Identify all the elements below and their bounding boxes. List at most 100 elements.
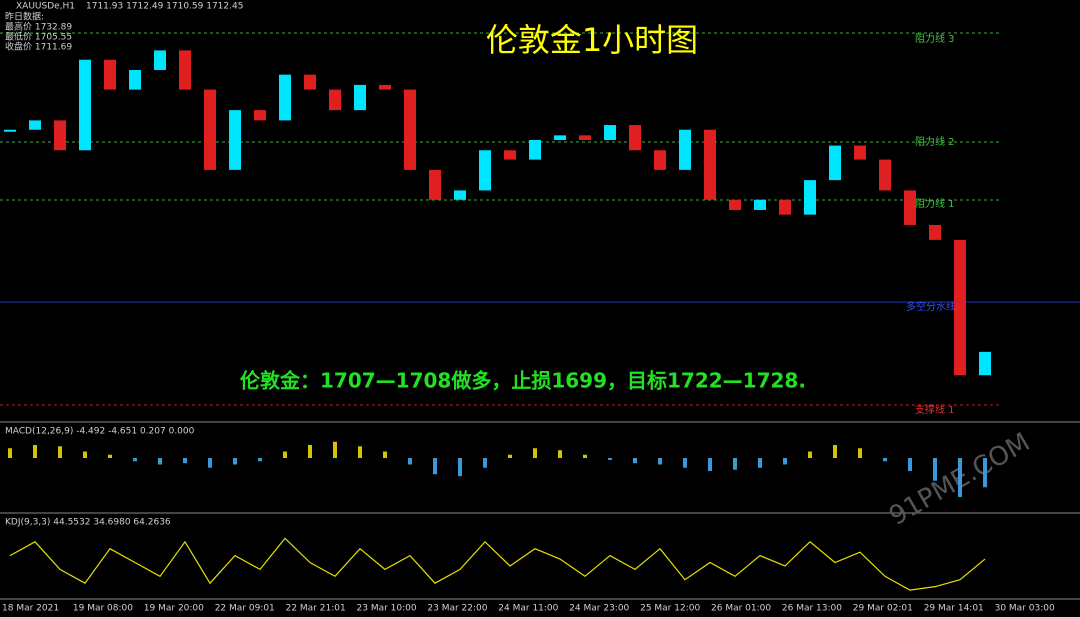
histogram-bar bbox=[458, 458, 462, 477]
x-tick-label: 22 Mar 21:01 bbox=[286, 604, 346, 614]
candle bbox=[229, 110, 241, 170]
candle bbox=[254, 110, 266, 121]
candle bbox=[429, 169, 441, 200]
level-label: 多空分水线 bbox=[906, 300, 956, 313]
candle bbox=[929, 224, 941, 240]
candle bbox=[404, 89, 416, 170]
histogram-bar bbox=[958, 458, 962, 497]
histogram-bar bbox=[708, 458, 712, 471]
histogram-bar bbox=[658, 458, 662, 465]
histogram-bar bbox=[633, 458, 637, 464]
histogram-bar bbox=[883, 458, 887, 462]
x-tick-label: 23 Mar 22:00 bbox=[427, 604, 487, 614]
x-tick-label: 24 Mar 23:00 bbox=[569, 604, 629, 614]
x-tick-label: 26 Mar 13:00 bbox=[782, 604, 842, 614]
histogram-bar bbox=[308, 445, 312, 458]
histogram-bar bbox=[433, 458, 437, 475]
x-tick-label: 26 Mar 01:00 bbox=[711, 604, 771, 614]
candle bbox=[729, 199, 741, 210]
histogram-bar bbox=[783, 458, 787, 465]
histogram-bar bbox=[683, 458, 687, 468]
histogram-bar bbox=[283, 451, 287, 458]
candle bbox=[504, 150, 516, 160]
x-tick-label: 19 Mar 20:00 bbox=[144, 604, 204, 614]
candle bbox=[904, 190, 916, 225]
candle bbox=[79, 59, 91, 151]
candle bbox=[354, 84, 366, 111]
info-title: 昨日数据: bbox=[5, 11, 44, 23]
candle bbox=[954, 239, 966, 376]
candle bbox=[554, 135, 566, 140]
candle bbox=[804, 180, 816, 215]
x-tick-label: 25 Mar 12:00 bbox=[640, 604, 700, 614]
x-tick-label: 22 Mar 09:01 bbox=[215, 604, 275, 614]
histogram-bar bbox=[133, 458, 137, 462]
symbol: XAUUSDe,H1 bbox=[16, 2, 75, 12]
histogram-bar bbox=[33, 445, 37, 458]
histogram-bar bbox=[8, 448, 12, 458]
x-tick-label: 29 Mar 02:01 bbox=[853, 604, 913, 614]
candle bbox=[704, 129, 716, 200]
histogram-bar bbox=[58, 446, 62, 458]
histogram-bar bbox=[808, 451, 812, 458]
histogram-bar bbox=[508, 454, 512, 458]
candle bbox=[379, 84, 391, 90]
candle bbox=[129, 70, 141, 90]
histogram-bar bbox=[758, 458, 762, 468]
histogram-bar bbox=[233, 458, 237, 465]
candle bbox=[679, 129, 691, 170]
candle bbox=[54, 120, 66, 151]
x-tick-label: 18 Mar 2021 bbox=[2, 604, 59, 614]
candle bbox=[154, 50, 166, 70]
indicator-line bbox=[9, 537, 986, 591]
info-line: 最低价 1705.55 bbox=[5, 31, 72, 43]
histogram-bar bbox=[333, 441, 337, 458]
histogram-bar bbox=[858, 448, 862, 458]
candle bbox=[879, 159, 891, 191]
info-line: 收盘价 1711.69 bbox=[5, 41, 72, 53]
histogram-bar bbox=[908, 458, 912, 471]
histogram-bar bbox=[983, 458, 987, 488]
candle bbox=[479, 150, 491, 191]
candle bbox=[579, 135, 591, 140]
histogram-bar bbox=[258, 458, 262, 462]
x-tick-label: 19 Mar 08:00 bbox=[73, 604, 133, 614]
candle bbox=[604, 125, 616, 140]
histogram-bar bbox=[558, 450, 562, 458]
histogram-bar bbox=[533, 448, 537, 458]
info-line: 最高价 1732.89 bbox=[5, 21, 72, 33]
candle bbox=[29, 120, 41, 130]
candle bbox=[104, 59, 116, 90]
candle bbox=[454, 190, 466, 200]
annotation: 伦敦金：1707—1708做多，止损1699，目标1722—1728. bbox=[240, 369, 806, 393]
histogram-bar bbox=[358, 446, 362, 458]
x-tick-label: 30 Mar 03:00 bbox=[995, 604, 1055, 614]
candle bbox=[654, 150, 666, 170]
histogram-bar bbox=[483, 458, 487, 468]
histogram-bar bbox=[383, 451, 387, 458]
candle bbox=[4, 129, 16, 132]
candle bbox=[329, 89, 341, 111]
candle bbox=[279, 74, 291, 121]
candle bbox=[304, 74, 316, 90]
level-label: 阻力线 1 bbox=[915, 197, 955, 210]
histogram-bar bbox=[158, 458, 162, 465]
candle bbox=[629, 125, 641, 151]
level-label: 阻力线 3 bbox=[915, 32, 955, 45]
histogram-bar bbox=[833, 445, 837, 458]
candle bbox=[829, 145, 841, 181]
pane-title: MACD(12,26,9) -4.492 -4.651 0.207 0.000 bbox=[5, 427, 195, 437]
histogram-bar bbox=[583, 454, 587, 458]
x-tick-label: 24 Mar 11:00 bbox=[498, 604, 558, 614]
histogram-bar bbox=[408, 458, 412, 465]
candle bbox=[204, 89, 216, 170]
pane-title: KDJ(9,3,3) 44.5532 34.6980 64.2636 bbox=[5, 518, 171, 528]
histogram-bar bbox=[83, 451, 87, 458]
x-tick-label: 29 Mar 14:01 bbox=[924, 604, 984, 614]
candle bbox=[979, 351, 991, 376]
histogram-bar bbox=[933, 458, 937, 481]
candle bbox=[854, 145, 866, 160]
histogram-bar bbox=[208, 458, 212, 468]
chart-title: 伦敦金1小时图 bbox=[486, 21, 698, 59]
